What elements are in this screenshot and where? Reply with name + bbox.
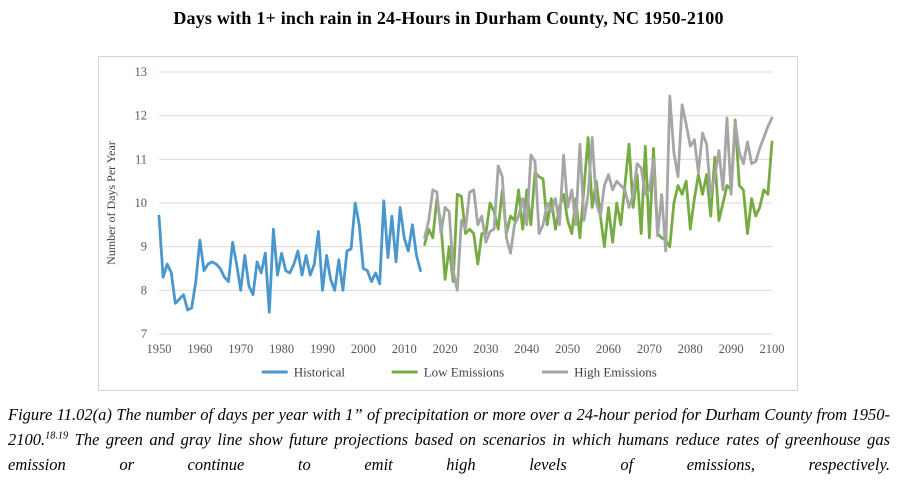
y-tick-label-7: 7 bbox=[141, 327, 147, 341]
y-tick-label-9: 9 bbox=[141, 240, 147, 254]
x-tick-label-2050: 2050 bbox=[555, 342, 580, 356]
y-axis-title: Number of Days Per Year bbox=[104, 141, 118, 265]
legend-label: Historical bbox=[294, 365, 346, 380]
legend-item-low-emissions: Low Emissions bbox=[391, 365, 505, 380]
y-tick-label-13: 13 bbox=[135, 65, 148, 79]
x-tick-label-2080: 2080 bbox=[678, 342, 703, 356]
caption-superscript: 18.19 bbox=[45, 430, 69, 442]
x-tick-label-1950: 1950 bbox=[147, 342, 172, 356]
x-tick-label-2060: 2060 bbox=[596, 342, 621, 356]
caption-text-2: The green and gray line show future proj… bbox=[8, 430, 890, 474]
series-line-historical bbox=[157, 199, 422, 314]
x-tick-label-1980: 1980 bbox=[269, 342, 294, 356]
legend-label: Low Emissions bbox=[424, 365, 505, 380]
y-tick-label-10: 10 bbox=[135, 196, 148, 210]
x-tick-label-2000: 2000 bbox=[351, 342, 376, 356]
series-line-low-emissions bbox=[423, 118, 774, 284]
x-tick-label-2070: 2070 bbox=[637, 342, 662, 356]
legend-item-historical: Historical bbox=[261, 365, 346, 380]
figure-caption: Figure 11.02(a) The number of days per y… bbox=[8, 402, 890, 477]
x-tick-label-1990: 1990 bbox=[310, 342, 335, 356]
caption-text-1: Figure 11.02(a) The number of days per y… bbox=[8, 405, 890, 449]
line-chart: 7 8 9 10 11 12 13 1950 1960 1970 1980 1990 2000 2010 2… bbox=[104, 65, 785, 380]
chart-frame: 7 8 9 10 11 12 13 1950 1960 1970 1980 1990 2000 2010 2… bbox=[98, 56, 798, 391]
x-tick-label-2020: 2020 bbox=[433, 342, 458, 356]
page-title: Days with 1+ inch rain in 24-Hours in Du… bbox=[173, 8, 724, 28]
series-line-high-emissions bbox=[423, 94, 774, 292]
x-tick-label-2010: 2010 bbox=[392, 342, 417, 356]
y-tick-label-11: 11 bbox=[135, 152, 147, 166]
y-tick-label-12: 12 bbox=[135, 109, 148, 123]
x-tick-label-2040: 2040 bbox=[514, 342, 539, 356]
x-tick-label-2090: 2090 bbox=[719, 342, 744, 356]
x-tick-label-2030: 2030 bbox=[473, 342, 498, 356]
legend-label: High Emissions bbox=[574, 365, 657, 380]
legend-item-high-emissions: High Emissions bbox=[542, 365, 657, 380]
x-tick-label-2100: 2100 bbox=[760, 342, 785, 356]
x-tick-label-1970: 1970 bbox=[228, 342, 253, 356]
y-tick-label-8: 8 bbox=[141, 283, 147, 297]
x-tick-label-1960: 1960 bbox=[187, 342, 212, 356]
